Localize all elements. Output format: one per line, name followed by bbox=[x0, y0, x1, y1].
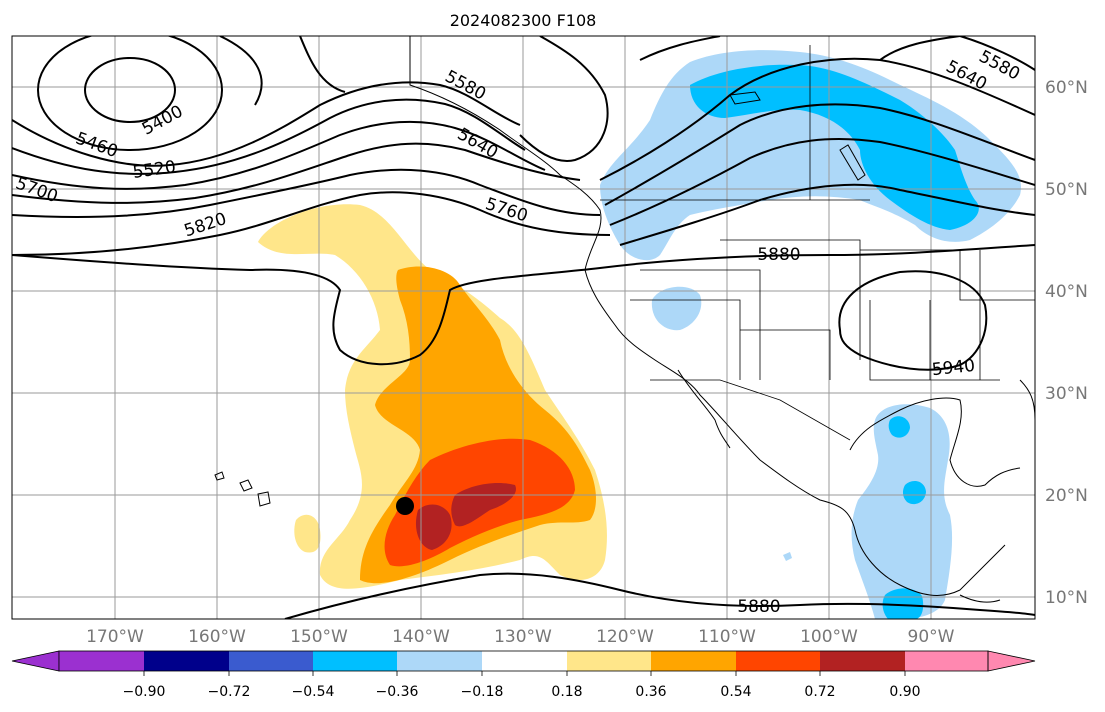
contour-label: 5880 bbox=[737, 597, 780, 617]
colorbar-tick-label: −0.72 bbox=[208, 684, 251, 700]
colorbar-extend-high bbox=[987, 650, 1036, 672]
lon-label: 160°W bbox=[188, 627, 246, 647]
coastlines bbox=[214, 36, 1035, 603]
lat-label: 20°N bbox=[1045, 486, 1088, 506]
colorbar-tick-label: 0.72 bbox=[804, 684, 835, 700]
lon-label: 150°W bbox=[290, 627, 348, 647]
colorbar-outline bbox=[58, 650, 989, 672]
map-title: 2024082300 F108 bbox=[450, 11, 597, 30]
political-borders bbox=[600, 45, 1035, 441]
height-contours bbox=[12, 36, 1035, 619]
gridlines bbox=[12, 36, 1035, 619]
longitude-labels: 170°W 160°W 150°W 140°W 130°W 120°W 110°… bbox=[86, 627, 955, 647]
contour-label: 5940 bbox=[931, 356, 976, 380]
colorbar-segment bbox=[567, 651, 651, 671]
colorbar-tick-label: 0.54 bbox=[720, 684, 751, 700]
colorbar-tick-label: −0.36 bbox=[376, 684, 419, 700]
colorbar-segment bbox=[736, 651, 820, 671]
colorbar-ticks bbox=[143, 671, 906, 676]
map-border bbox=[11, 35, 1036, 620]
lon-label: 170°W bbox=[86, 627, 144, 647]
lon-label: 90°W bbox=[908, 627, 955, 647]
colorbar-segment bbox=[229, 651, 313, 671]
colorbar-segment bbox=[482, 651, 567, 671]
lon-label: 110°W bbox=[698, 627, 756, 647]
colorbar-extend-low bbox=[11, 650, 60, 672]
lon-label: 130°W bbox=[494, 627, 552, 647]
colorbar-segment bbox=[397, 651, 482, 671]
colorbar-tick-label: 0.18 bbox=[551, 684, 582, 700]
contour-label: 5880 bbox=[757, 245, 800, 265]
lat-label: 50°N bbox=[1045, 180, 1088, 200]
colorbar-tick-label: 0.90 bbox=[889, 684, 920, 700]
map-content: 5400 5460 5520 5580 5640 5700 5760 5820 … bbox=[12, 36, 1035, 619]
colorbar-segment bbox=[144, 651, 229, 671]
colorbar-segment bbox=[59, 651, 144, 671]
colorbar: −0.90 −0.72 −0.54 −0.36 −0.18 0.18 0.36 … bbox=[11, 650, 1036, 700]
colorbar-segment bbox=[651, 651, 736, 671]
lat-label: 30°N bbox=[1045, 384, 1088, 404]
colorbar-segment bbox=[313, 651, 397, 671]
colorbar-tick-label: −0.54 bbox=[292, 684, 335, 700]
positive-anomaly-fill bbox=[258, 204, 607, 589]
colorbar-tick-label: 0.36 bbox=[635, 684, 666, 700]
colorbar-tick-label: −0.18 bbox=[461, 684, 504, 700]
colorbar-segment bbox=[905, 651, 988, 671]
colorbar-segment bbox=[820, 651, 905, 671]
latitude-labels: 60°N 50°N 40°N 30°N 20°N 10°N bbox=[1045, 78, 1088, 608]
lat-label: 40°N bbox=[1045, 282, 1088, 302]
lat-label: 60°N bbox=[1045, 78, 1088, 98]
lon-label: 140°W bbox=[392, 627, 450, 647]
storm-marker bbox=[396, 497, 414, 515]
lat-label: 10°N bbox=[1045, 588, 1088, 608]
lon-label: 120°W bbox=[596, 627, 654, 647]
lon-label: 100°W bbox=[800, 627, 858, 647]
colorbar-tick-label: −0.90 bbox=[123, 684, 166, 700]
